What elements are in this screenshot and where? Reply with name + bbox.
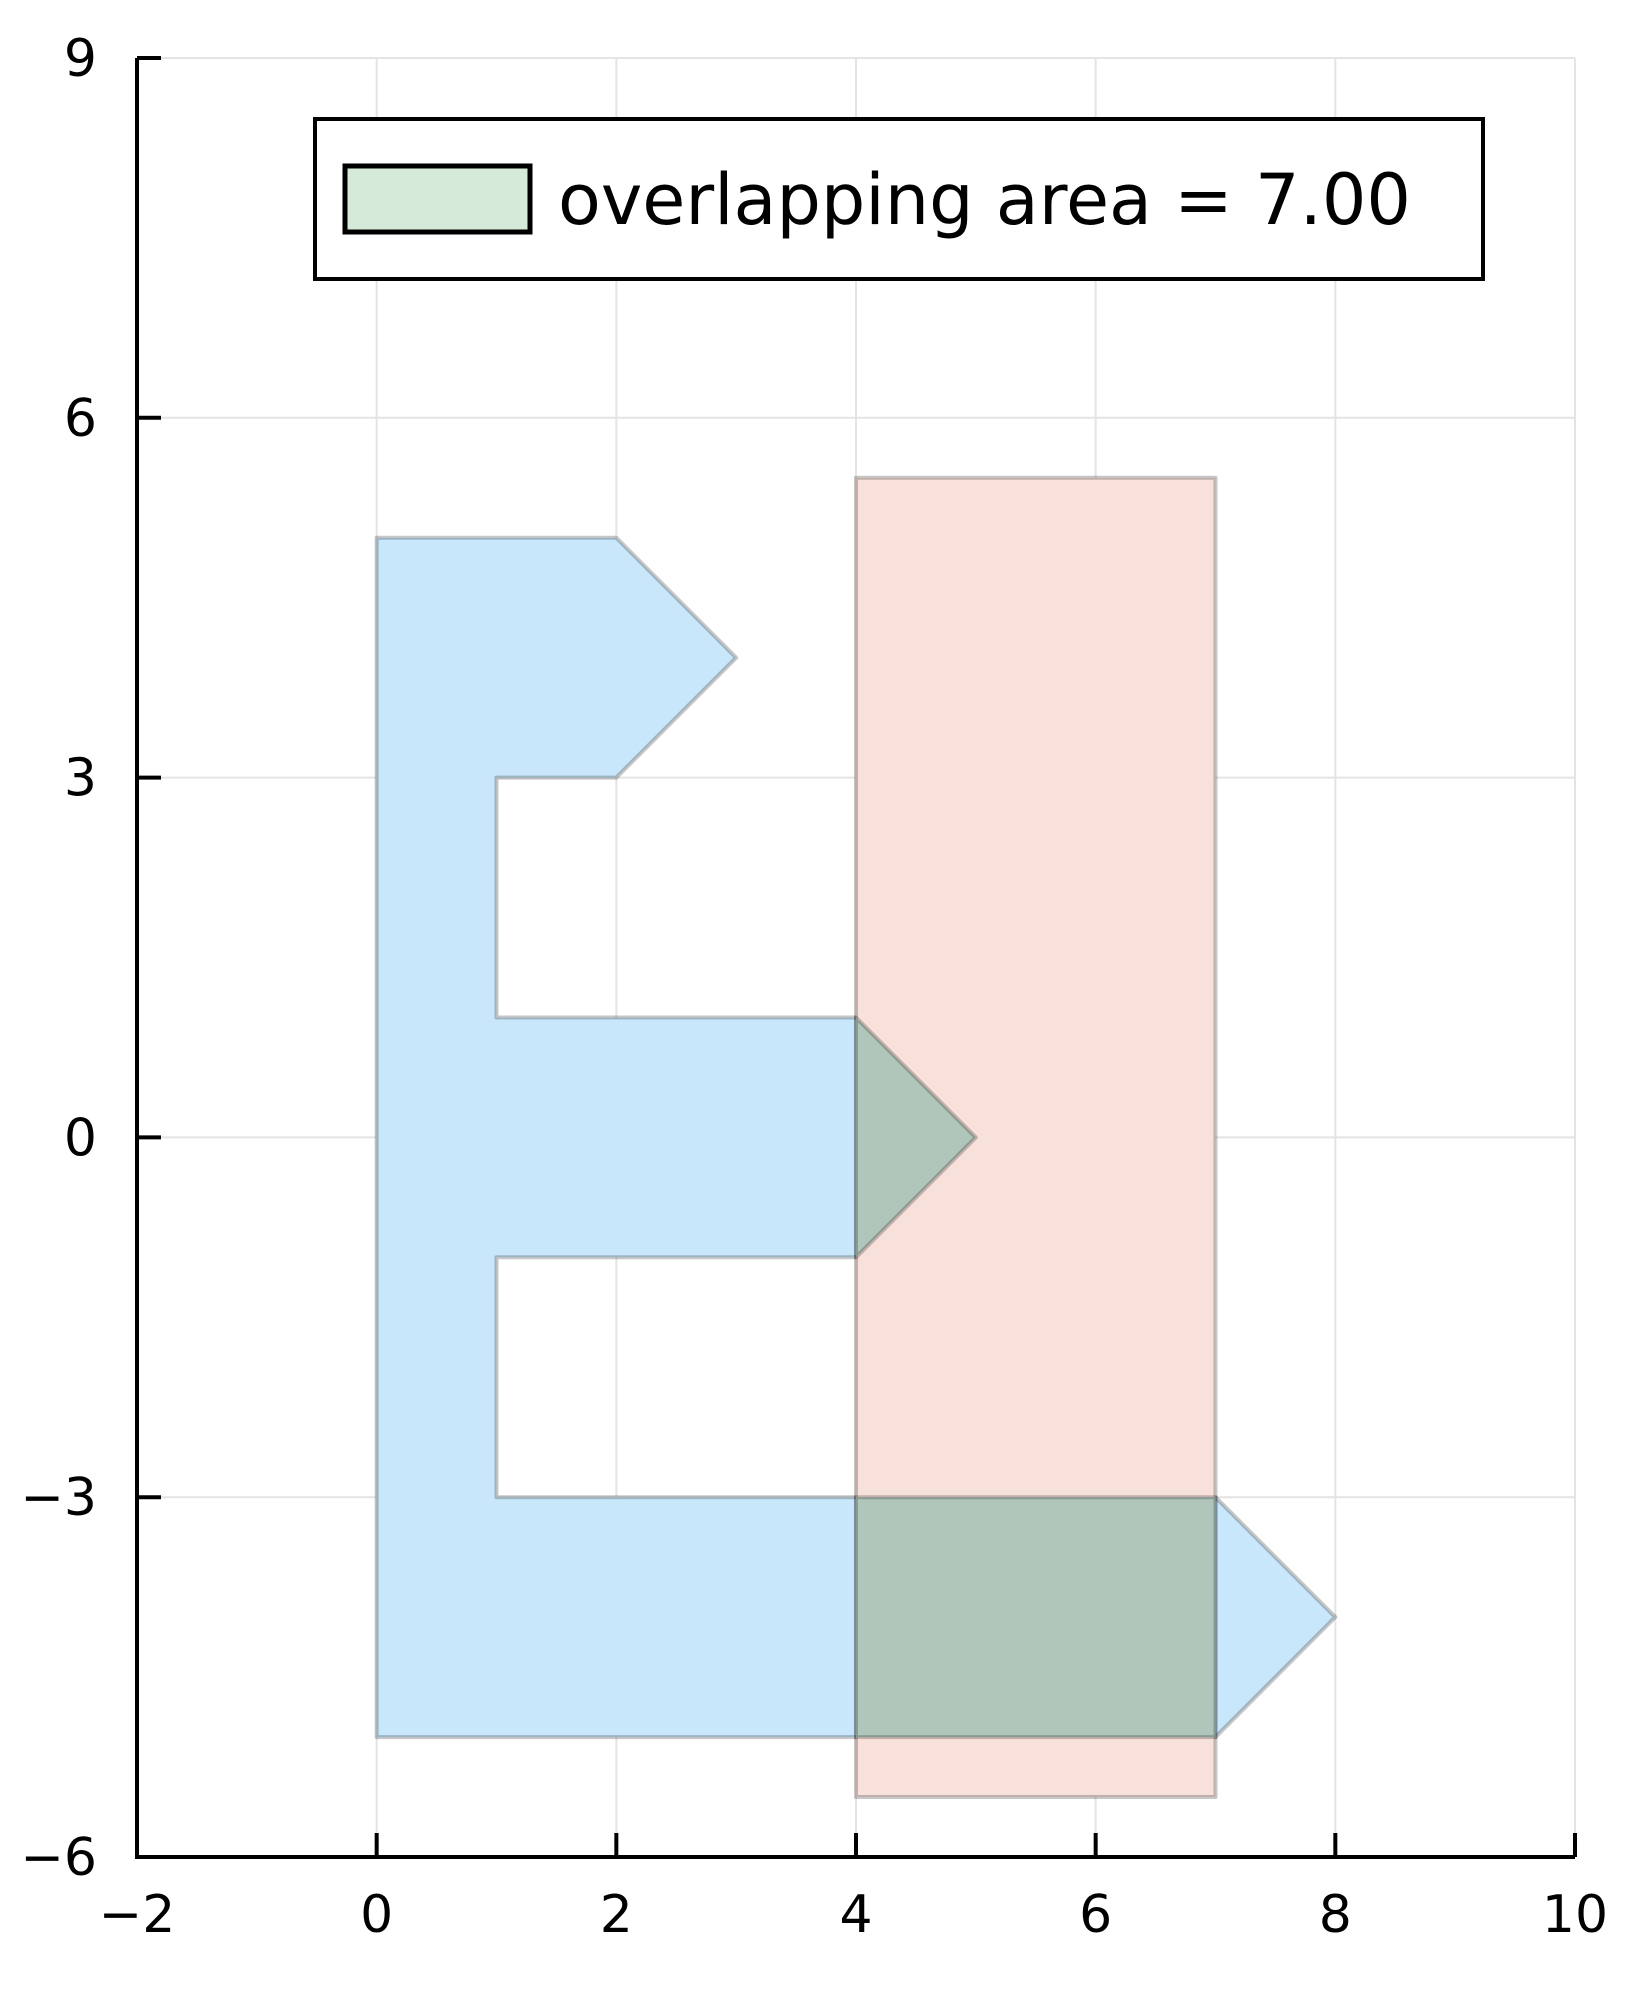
x-tick-label: 8 [1319,1885,1352,1945]
y-tick-label: 3 [64,749,97,809]
axes: −2 0 2 4 6 8 10 −6 −3 0 3 6 9 [20,29,1608,1945]
x-tick-label: 6 [1079,1885,1112,1945]
intersection-shape [854,1495,1218,1740]
x-tick-label: 0 [360,1885,393,1945]
x-tick-label: 10 [1542,1885,1608,1945]
y-tick-label: 0 [64,1108,97,1168]
polygon-b-shape [854,475,1218,1799]
x-tick-label: −2 [99,1885,176,1945]
y-tick-label: −6 [20,1828,97,1888]
y-tick-label: −3 [20,1468,97,1528]
intersection-shape [854,1015,978,1260]
x-tick-label: 4 [839,1885,872,1945]
y-tick-label: 9 [64,29,97,89]
legend-label: overlapping area = 7.00 [558,159,1411,241]
plot-shapes [374,475,1338,1799]
y-tick-label: 6 [64,389,97,449]
legend-swatch [342,163,533,235]
legend: overlapping area = 7.00 [313,117,1485,281]
x-tick-label: 2 [600,1885,633,1945]
